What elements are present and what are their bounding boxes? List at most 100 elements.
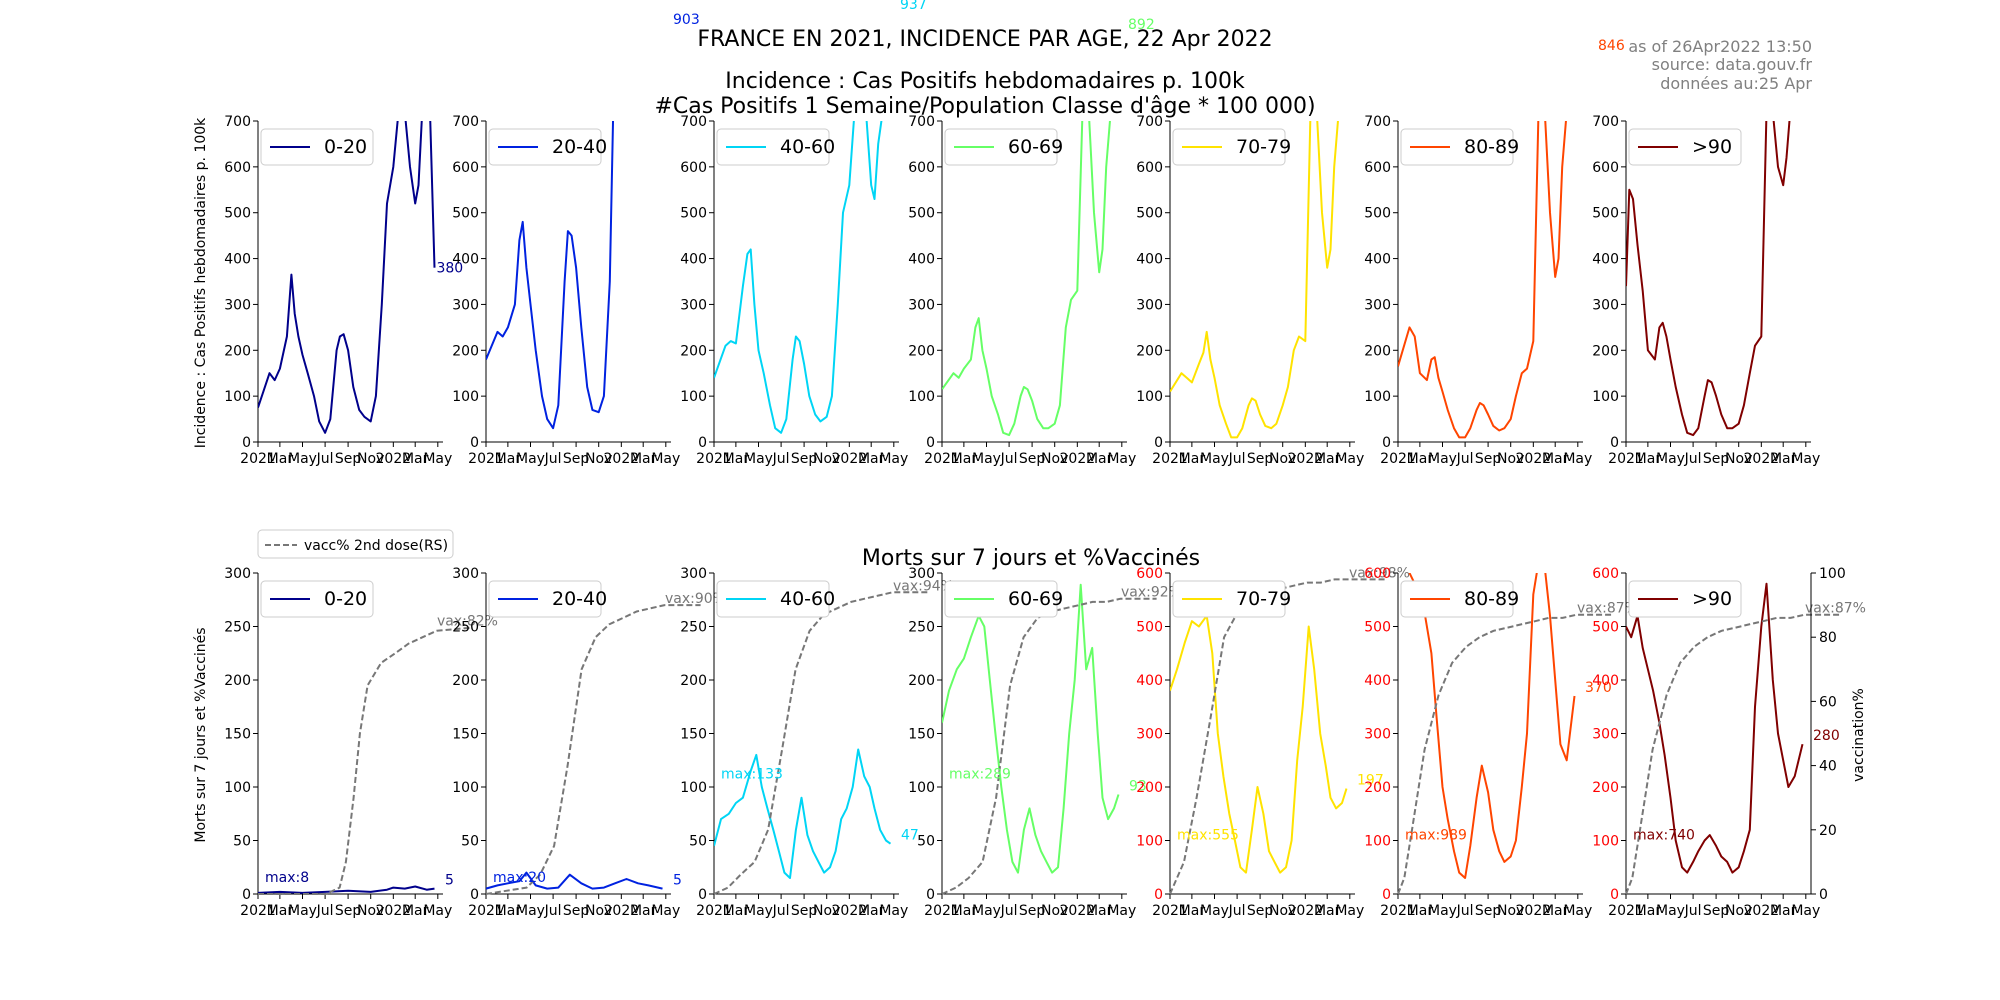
y-tick-label: 200 — [224, 673, 251, 689]
y-tick-label: 500 — [908, 206, 935, 222]
legend-box — [488, 580, 602, 618]
x-tick-label: 2021 — [1608, 903, 1644, 919]
x-tick-label: 2022 — [1516, 903, 1552, 919]
vacc-legend-label: vacc% 2nd dose(RS) — [304, 538, 448, 554]
x-tick-label: 2022 — [1288, 903, 1324, 919]
x-tick-label: May — [1563, 451, 1592, 467]
series-group — [1408, 573, 1576, 879]
y-tick-label: 400 — [1136, 673, 1163, 689]
y-tick-label: 600 — [680, 160, 707, 176]
y-tick-label: 50 — [461, 834, 479, 850]
as-of-text: as of 26Apr2022 13:50 — [1628, 37, 1812, 56]
x-tick-label: Nov — [1497, 451, 1524, 467]
x-tick-label: Jul — [772, 903, 790, 919]
x-tick-label: May — [1428, 451, 1457, 467]
y-tick-label: 50 — [917, 834, 935, 850]
right-tick-label: 0 — [1819, 887, 1828, 903]
x-tick-label: 2021 — [924, 903, 960, 919]
vax-percent-label: vax:90% — [665, 591, 726, 607]
y-tick-label: 500 — [680, 206, 707, 222]
x-tick-label: Jul — [1684, 451, 1702, 467]
y-tick-label: 200 — [1136, 343, 1163, 359]
vacc-legend: vacc% 2nd dose(RS) — [257, 529, 454, 559]
y-tick-label: 200 — [908, 673, 935, 689]
x-tick-label: 2022 — [1060, 451, 1096, 467]
vaccination-right-axis: 0 20 40 60 80 100 — [1810, 566, 1846, 903]
x-tick-label: Sep — [791, 451, 818, 467]
series-group — [1398, 121, 1567, 439]
x-tick-label: 2021 — [1152, 451, 1188, 467]
x-tick-label: Jul — [316, 903, 334, 919]
y-tick-label: 600 — [452, 160, 479, 176]
x-tick-label: Nov — [1041, 903, 1068, 919]
x-tick-label: May — [879, 903, 908, 919]
x-tick-label: Jul — [1000, 903, 1018, 919]
x-tick-label: 2022 — [376, 903, 412, 919]
y-tick-label: 100 — [452, 780, 479, 796]
legend-label: 40-60 — [780, 136, 835, 158]
deaths-line — [486, 871, 663, 890]
x-tick-label: 2022 — [376, 451, 412, 467]
y-tick-label: 400 — [452, 252, 479, 268]
series-group — [942, 121, 1111, 437]
y-tick-label: 250 — [680, 620, 707, 636]
y-tick-label: 200 — [224, 343, 251, 359]
data-date-text: données au:25 Apr — [1660, 74, 1812, 93]
x-tick-label: May — [423, 903, 452, 919]
y-tick-label: 50 — [233, 834, 251, 850]
y-tick-label: 0 — [698, 435, 707, 451]
last-value-label: 197 — [1357, 773, 1384, 789]
x-tick-label: Mar — [630, 451, 657, 467]
y-tick-label: 300 — [680, 566, 707, 582]
y-tick-label: 400 — [680, 252, 707, 268]
x-tick-label: Nov — [813, 903, 840, 919]
x-tick-label: 2022 — [1060, 903, 1096, 919]
y-tick-label: 200 — [1364, 780, 1391, 796]
peak-value-label: 903 — [673, 12, 700, 28]
y-tick-label: 600 — [1592, 566, 1619, 582]
x-tick-label: Mar — [267, 903, 294, 919]
series-group — [486, 871, 663, 890]
x-tick-label: Mar — [858, 903, 885, 919]
x-tick-label: May — [288, 903, 317, 919]
x-tick-label: Mar — [1635, 451, 1662, 467]
y-tick-label: 100 — [452, 389, 479, 405]
legend-label: 80-89 — [1464, 588, 1519, 610]
series-line — [714, 121, 883, 434]
x-tick-label: Mar — [402, 451, 429, 467]
series-line — [1626, 121, 1791, 437]
y-tick-label: 600 — [1592, 160, 1619, 176]
y-tick-label: 400 — [908, 252, 935, 268]
x-tick-label: May — [1335, 903, 1364, 919]
max-value-label: max:740 — [1633, 827, 1695, 843]
x-tick-label: Sep — [1019, 451, 1046, 467]
legend-label: 0-20 — [324, 136, 367, 158]
y-tick-label: 50 — [689, 834, 707, 850]
y-tick-label: 300 — [908, 297, 935, 313]
y-tick-label: 0 — [1154, 435, 1163, 451]
y-tick-label: 0 — [1382, 887, 1391, 903]
max-value-label: max:989 — [1405, 827, 1467, 843]
x-tick-label: 2022 — [1516, 451, 1552, 467]
x-tick-label: 2021 — [240, 451, 276, 467]
y-tick-label: 100 — [908, 389, 935, 405]
x-tick-label: Jul — [1456, 451, 1474, 467]
figure-subtitle-line2: #Cas Positifs 1 Semaine/Population Class… — [654, 94, 1315, 119]
y-tick-label: 150 — [452, 727, 479, 743]
y-tick-label: 500 — [1136, 206, 1163, 222]
series-line — [486, 121, 615, 430]
y-tick-label: 0 — [926, 887, 935, 903]
x-tick-label: 2022 — [832, 451, 868, 467]
vax-percent-label: vax:87% — [1805, 601, 1866, 617]
y-tick-label: 100 — [1136, 834, 1163, 850]
x-tick-label: Sep — [1703, 451, 1730, 467]
y-tick-label: 200 — [1364, 343, 1391, 359]
y-tick-label: 300 — [224, 297, 251, 313]
x-tick-label: Mar — [723, 903, 750, 919]
